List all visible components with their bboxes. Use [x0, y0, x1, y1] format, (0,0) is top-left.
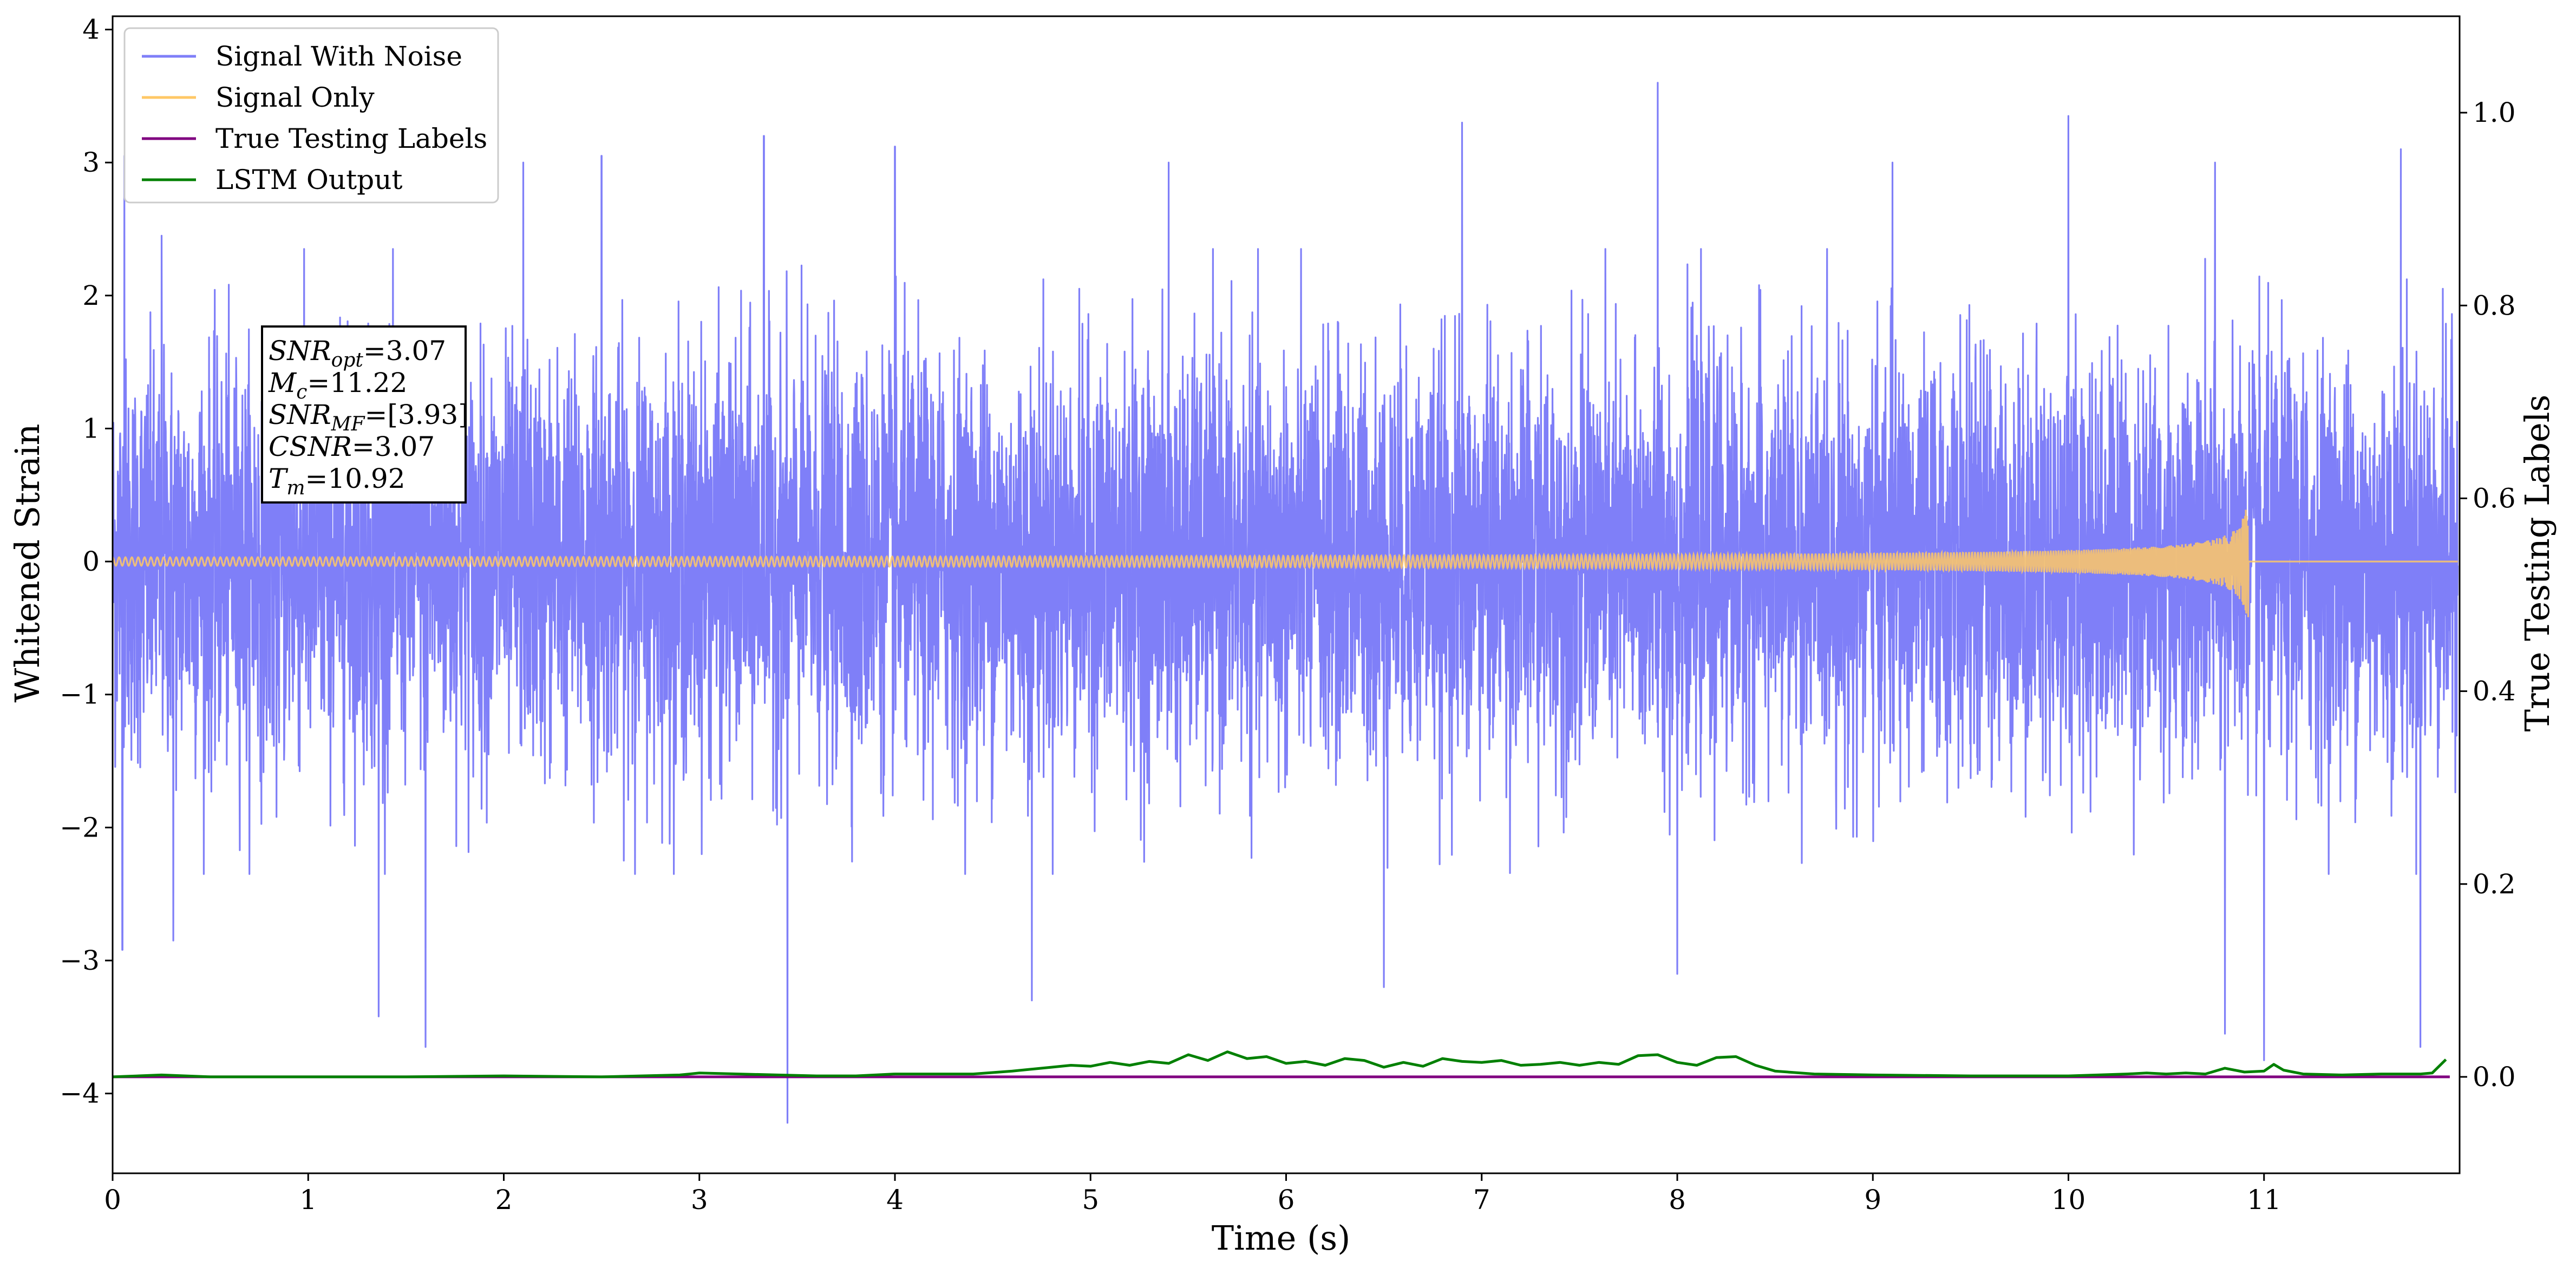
legend-label: True Testing Labels	[215, 123, 487, 154]
annotation-box: SNRopt=3.07Mc=11.22SNRMF=[3.93]CSNR=3.07…	[261, 325, 469, 504]
y-tick-label: 4	[82, 14, 100, 45]
y2-axis-title: True Testing Labels	[2518, 395, 2557, 732]
x-tick-label: 5	[1082, 1184, 1099, 1216]
y-tick-label: −2	[60, 812, 100, 843]
x-tick-label: 8	[1669, 1184, 1686, 1216]
y2-tick-label: 0.8	[2473, 290, 2516, 321]
plot-area	[113, 82, 2459, 1124]
x-tick-label: 0	[104, 1184, 121, 1216]
x-tick-label: 9	[1864, 1184, 1881, 1216]
x-tick-label: 2	[495, 1184, 513, 1216]
x-tick-label: 10	[2051, 1184, 2086, 1216]
annotation-line: SNRMF=[3.93]	[269, 399, 469, 435]
y-axis-title: Whitened Strain	[8, 424, 47, 703]
legend: Signal With Noise Signal Only True Testing…	[123, 27, 499, 204]
legend-label: Signal Only	[215, 82, 375, 113]
series-signal-with-noise	[113, 82, 2459, 1124]
series-signal-only	[113, 509, 2458, 617]
plot-clip	[113, 82, 2459, 1124]
annotation-frame	[261, 325, 467, 504]
series-lstm-output	[113, 1050, 2447, 1079]
annotation-line: Mc=11.22	[268, 367, 407, 403]
annotation-line: Tm=10.92	[269, 463, 406, 499]
legend-label: LSTM Output	[215, 164, 402, 195]
y-tick-label: 0	[82, 546, 100, 577]
y-tick-label: −3	[60, 945, 100, 976]
y2-tick-label: 0.6	[2473, 482, 2516, 514]
y-tick-label: 2	[82, 280, 100, 311]
legend-box	[123, 27, 499, 204]
y-tick-label: 3	[82, 147, 100, 178]
legend-label: Signal With Noise	[215, 41, 462, 72]
x-tick-label: 1	[299, 1184, 317, 1216]
axes: 0 1 2 3 4 5 6 7 8 9 10 11 −4 −3 −2 −1 0 1 2 3 4 0.0 0.2 0.4 0.6 0…	[60, 14, 2515, 1216]
x-tick-label: 11	[2247, 1184, 2281, 1216]
y2-tick-label: 1.0	[2473, 97, 2516, 128]
y2-tick-label: 0.0	[2473, 1061, 2516, 1093]
annotation-line: SNRopt=3.07	[269, 335, 446, 371]
y-tick-label: −1	[60, 679, 100, 710]
x-axis-title: Time (s)	[1212, 1218, 1351, 1258]
y-tick-label: 1	[82, 413, 100, 444]
y2-tick-label: 0.4	[2473, 676, 2516, 707]
y-tick-label: −4	[60, 1078, 100, 1109]
annotation-line: CSNR=3.07	[269, 431, 435, 462]
y2-tick-label: 0.2	[2473, 868, 2516, 900]
x-tick-label: 4	[886, 1184, 904, 1216]
x-tick-label: 3	[691, 1184, 708, 1216]
x-tick-label: 6	[1278, 1184, 1295, 1216]
x-tick-label: 7	[1473, 1184, 1490, 1216]
